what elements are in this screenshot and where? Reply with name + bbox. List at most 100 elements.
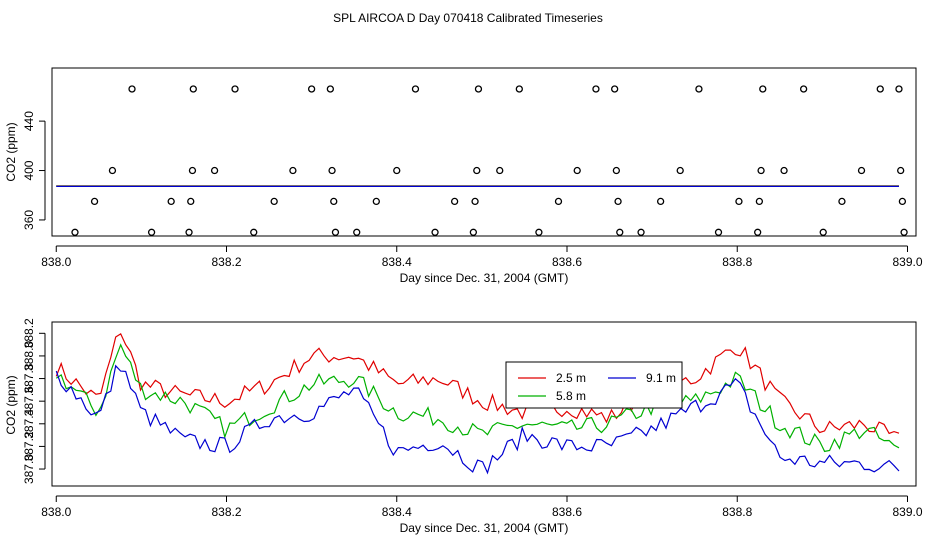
scatter-point: [189, 85, 197, 93]
series-line-3: [55, 364, 900, 475]
top-y-axis: 360 400 440: [22, 111, 46, 230]
bottom-x-tick-label: 838.0: [41, 505, 71, 519]
scatter-point: [676, 166, 684, 175]
scatter-point: [71, 228, 79, 236]
scatter-point: [838, 197, 846, 206]
top-x-tick-label: 838.0: [41, 255, 71, 269]
scatter-point: [270, 197, 278, 206]
legend-label: 2.5 m: [556, 371, 586, 385]
bottom-x-tick-label: 838.4: [382, 505, 412, 519]
series-line-1: [55, 333, 900, 435]
top-y-tick-label: 400: [22, 160, 36, 180]
scatter-point: [108, 166, 117, 175]
top-y-tick-label: 360: [22, 210, 36, 230]
top-scatter-points: [71, 85, 908, 236]
bottom-series-lines: [55, 333, 900, 475]
scatter-point: [167, 197, 175, 206]
scatter-point: [128, 85, 136, 93]
legend: 2.5 m 9.1 m 5.8 m: [505, 361, 683, 409]
scatter-point: [695, 85, 703, 93]
scatter-point: [898, 197, 907, 206]
bottom-plot-frame: [51, 321, 917, 487]
scatter-point: [331, 228, 340, 236]
scatter-point: [469, 228, 478, 236]
bottom-x-tick-label: 838.6: [552, 505, 582, 519]
page-title: SPL AIRCOA D Day 070418 Calibrated Times…: [333, 11, 603, 25]
scatter-point: [515, 85, 523, 93]
scatter-point: [592, 85, 600, 93]
scatter-point: [188, 166, 197, 175]
bottom-x-axis-label: Day since Dec. 31, 2004 (GMT): [400, 521, 569, 535]
scatter-point: [656, 197, 665, 206]
scatter-point: [250, 228, 258, 236]
scatter-point: [307, 85, 316, 93]
scatter-point: [735, 197, 743, 206]
scatter-point: [876, 85, 884, 93]
scatter-point: [755, 197, 764, 206]
scatter-point: [231, 85, 239, 93]
scatter-point: [474, 85, 483, 93]
top-x-axis-label: Day since Dec. 31, 2004 (GMT): [400, 271, 569, 285]
scatter-point: [431, 228, 439, 236]
bottom-x-tick-label: 839.0: [892, 505, 922, 519]
scatter-point: [353, 228, 361, 236]
bottom-y-tick-label: 388.2: [22, 318, 36, 348]
top-plot-frame: [51, 67, 917, 237]
bottom-panel-line: 838.0 838.2 838.4 838.6 838.8 839.0 387.0387.…: [4, 318, 923, 535]
scatter-point: [210, 166, 219, 175]
legend-label: 9.1 m: [646, 371, 676, 385]
scatter-point: [637, 228, 645, 236]
bottom-y-tick-label: 387.4: [22, 408, 36, 438]
scatter-point: [857, 166, 866, 175]
top-x-tick-label: 838.8: [722, 255, 752, 269]
scatter-point: [554, 197, 563, 206]
bottom-y-axis-label: CO2 (ppm): [4, 375, 18, 434]
scatter-point: [328, 166, 336, 175]
bottom-y-tick-label: 387.8: [22, 363, 36, 393]
scatter-point: [799, 85, 808, 93]
scatter-point: [473, 166, 481, 175]
scatter-point: [900, 228, 908, 236]
scatter-point: [757, 166, 765, 175]
scatter-point: [450, 197, 459, 206]
scatter-point: [819, 228, 827, 236]
scatter-point: [759, 85, 767, 93]
scatter-point: [496, 166, 504, 175]
scatter-point: [411, 85, 420, 93]
bottom-y-tick-label: 387.2: [22, 431, 36, 461]
scatter-point: [895, 85, 903, 93]
series-line-2: [55, 343, 900, 453]
legend-label: 5.8 m: [556, 389, 586, 403]
scatter-point: [573, 166, 581, 175]
scatter-point: [372, 197, 380, 206]
scatter-point: [754, 228, 762, 236]
scatter-point: [330, 197, 338, 206]
scatter-point: [147, 228, 156, 236]
scatter-point: [897, 166, 905, 175]
top-x-tick-label: 839.0: [892, 255, 922, 269]
bottom-y-tick-label: 387.0: [22, 454, 36, 484]
bottom-y-tick-label: 387.6: [22, 386, 36, 416]
top-panel-scatter: 838.0 838.2 838.4 838.6 838.8 839.0 360 400 440…: [4, 67, 923, 285]
bottom-x-tick-label: 838.2: [211, 505, 241, 519]
top-x-tick-label: 838.6: [552, 255, 582, 269]
scatter-point: [614, 197, 622, 206]
scatter-point: [612, 166, 621, 175]
top-y-tick-label: 440: [22, 111, 36, 131]
bottom-x-tick-label: 838.8: [722, 505, 752, 519]
top-x-axis: 838.0 838.2 838.4 838.6 838.8 839.0: [41, 245, 923, 269]
scatter-point: [535, 228, 543, 236]
scatter-point: [185, 228, 193, 236]
scatter-point: [393, 166, 401, 175]
scatter-point: [326, 85, 335, 93]
scatter-point: [289, 166, 297, 175]
scatter-point: [611, 85, 619, 93]
top-y-axis-label: CO2 (ppm): [4, 122, 18, 181]
scatter-point: [780, 166, 788, 175]
bottom-y-tick-label: 388.0: [22, 341, 36, 371]
bottom-x-axis: 838.0 838.2 838.4 838.6 838.8 839.0: [41, 495, 923, 519]
scatter-point: [90, 197, 99, 206]
top-x-tick-label: 838.4: [382, 255, 412, 269]
